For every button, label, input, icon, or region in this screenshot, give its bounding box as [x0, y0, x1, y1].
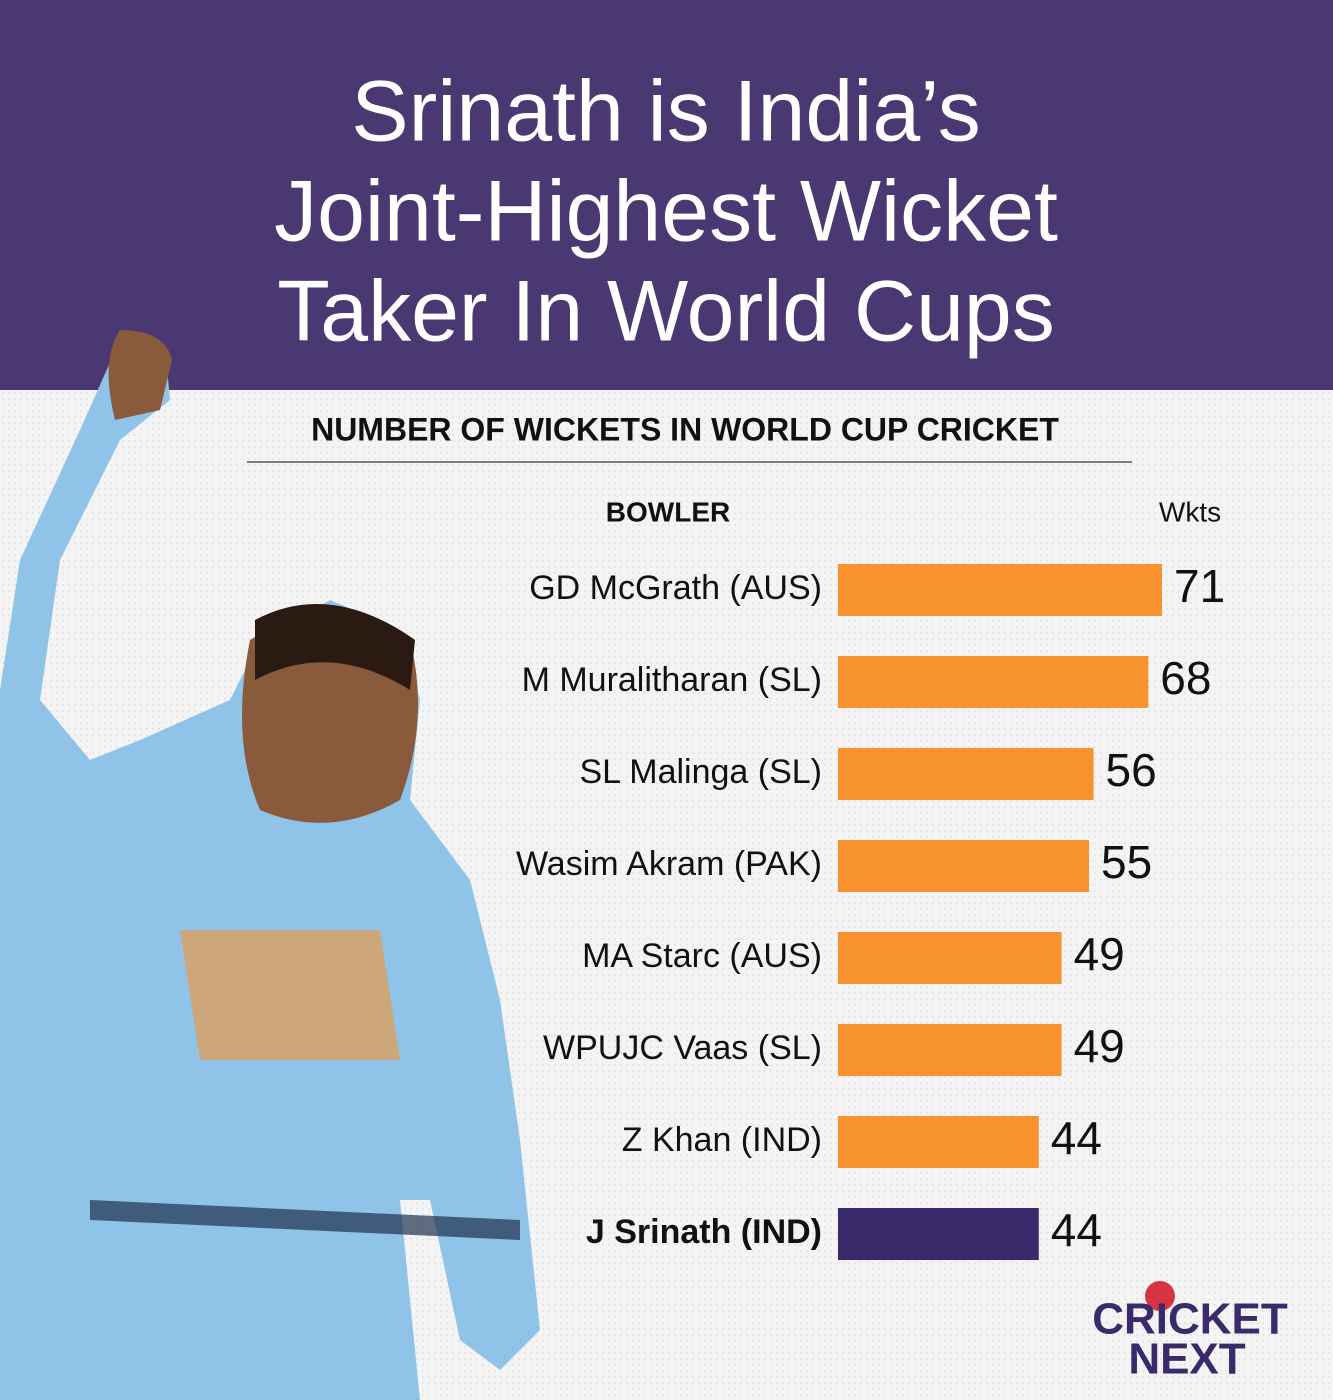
category-label: GD McGrath (AUS) [529, 569, 822, 607]
value-header: Wkts [1159, 496, 1221, 527]
category-header: BOWLER [606, 496, 730, 527]
bar [838, 656, 1149, 708]
value-label: 71 [1174, 560, 1225, 612]
title-line: Srinath is India’s [351, 64, 980, 160]
bar [838, 932, 1062, 984]
logo-ball [1145, 1281, 1175, 1311]
title-line: Joint-Highest Wicket [274, 164, 1058, 260]
bar [838, 840, 1089, 892]
value-label: 44 [1051, 1204, 1102, 1256]
header-band [0, 0, 1333, 390]
value-label: 56 [1106, 744, 1157, 796]
bar [838, 1024, 1062, 1076]
category-label: WPUJC Vaas (SL) [543, 1029, 822, 1067]
value-label: 49 [1074, 928, 1125, 980]
title-line: Taker In World Cups [277, 264, 1055, 360]
bar [838, 748, 1094, 800]
category-label: J Srinath (IND) [586, 1213, 822, 1251]
subtitle: NUMBER OF WICKETS IN WORLD CUP CRICKET [311, 411, 1059, 447]
value-label: 55 [1101, 836, 1152, 888]
category-label: SL Malinga (SL) [579, 753, 822, 791]
logo-line: CRICKET [1092, 1295, 1288, 1344]
player-photo [0, 330, 540, 1400]
logo-line: NEXT [1128, 1335, 1245, 1384]
bar [838, 1208, 1039, 1260]
category-label: Z Khan (IND) [622, 1121, 822, 1159]
bar [838, 1116, 1039, 1168]
value-label: 49 [1074, 1020, 1125, 1072]
value-label: 44 [1051, 1112, 1102, 1164]
value-label: 68 [1160, 652, 1211, 704]
logo: CRICKET NEXT [1092, 1281, 1288, 1384]
category-label: M Muralitharan (SL) [522, 661, 822, 699]
bar [838, 564, 1162, 616]
category-label: Wasim Akram (PAK) [516, 845, 822, 883]
category-label: MA Starc (AUS) [582, 937, 822, 975]
